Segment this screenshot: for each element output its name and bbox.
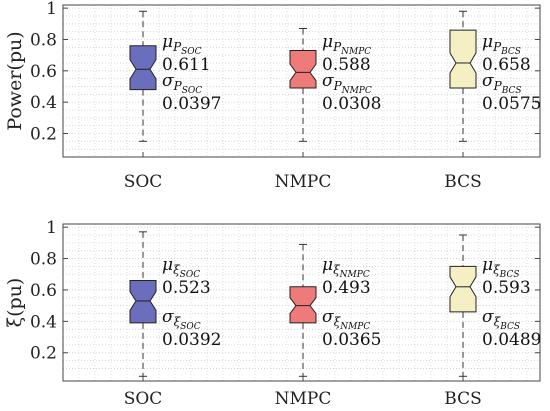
mu-value: 0.523 [162,278,211,298]
chart-panel-2: 0.20.40.60.81ξ(pu)SOC NMPC BCSμξSOC0.523σξ… [4,218,541,409]
mu-value: 0.588 [322,55,371,75]
notched-box [129,45,157,91]
greek-symbol: σ [482,71,494,91]
y-axis-label: ξ(pu) [4,278,26,328]
mu-value: 0.493 [322,278,371,298]
greek-symbol: σ [482,307,494,327]
y-tick-label: 0.8 [30,250,57,270]
sigma-value: 0.0489 [482,330,541,350]
axes-frame [62,4,541,158]
subscript: P [173,79,183,93]
greek-symbol: μ [162,255,173,275]
subscript: P [332,40,342,54]
sub-subscript: BCS [501,86,522,96]
mu-label: μPSOC [162,32,202,57]
sub-subscript: NMPC [341,86,372,96]
mu-value: 0.593 [482,278,531,298]
subscript: P [333,79,343,93]
mu-label: μPBCS [482,32,521,57]
greek-symbol: μ [322,32,333,52]
mu-label: μξNMPC [322,255,370,280]
y-tick-label: 0.2 [30,124,57,144]
notched-box [289,286,317,324]
category-label: NMPC [275,172,332,192]
subscript: P [493,79,503,93]
mu-value: 0.658 [482,55,531,75]
category-label: BCS [444,389,481,409]
mu-label: μξBCS [482,255,520,280]
category-label: SOC [124,389,163,409]
sigma-value: 0.0308 [322,94,381,114]
y-tick-label: 0.4 [30,312,57,332]
greek-symbol: μ [482,32,493,52]
axes-frame [62,223,541,382]
subscript: ξ [173,263,181,277]
greek-symbol: σ [322,307,334,327]
subscript: P [492,40,502,54]
greek-symbol: μ [322,255,333,275]
subscript: ξ [333,263,341,277]
sigma-value: 0.0397 [162,94,221,114]
sigma-label: σPNMPC [322,71,372,96]
greek-symbol: σ [322,71,334,91]
sub-subscript: SOC [181,47,202,57]
subscript: P [172,40,182,54]
subscript: ξ [493,263,501,277]
sub-subscript: NMPC [339,270,370,280]
notched-box [129,280,157,324]
greek-symbol: μ [162,32,173,52]
sigma-value: 0.0365 [322,330,381,350]
sub-subscript: BCS [499,322,520,332]
sub-subscript: NMPC [340,47,371,57]
y-tick-label: 1 [46,0,57,19]
category-label: BCS [444,172,481,192]
notched-box [449,265,477,313]
sub-subscript: BCS [499,270,520,280]
y-tick-label: 0.4 [30,93,57,113]
y-tick-label: 0.8 [30,30,57,50]
sub-subscript: SOC [180,270,201,280]
sigma-label: σPBCS [482,71,522,96]
greek-symbol: σ [162,307,174,327]
greek-symbol: σ [162,71,174,91]
sigma-label: σPSOC [162,71,202,96]
sigma-label: σξSOC [162,307,201,332]
y-tick-label: 0.6 [30,62,57,82]
y-tick-label: 0.2 [30,344,57,364]
category-label: SOC [124,172,163,192]
y-tick-label: 1 [46,218,57,238]
sub-subscript: NMPC [339,322,370,332]
notched-box [449,29,477,89]
subscript: ξ [334,315,342,329]
sub-subscript: SOC [182,86,203,96]
sub-subscript: BCS [500,47,521,57]
y-axis-label: Power(pu) [4,31,26,130]
sigma-value: 0.0392 [162,330,221,350]
category-label: NMPC [275,389,332,409]
notched-box [289,49,317,89]
greek-symbol: μ [482,255,493,275]
subscript: ξ [494,315,502,329]
mu-value: 0.611 [162,55,211,75]
y-tick-label: 0.6 [30,281,57,301]
subscript: ξ [174,315,182,329]
sigma-value: 0.0575 [482,94,541,114]
sub-subscript: SOC [180,322,201,332]
mu-label: μPNMPC [322,32,371,57]
sigma-label: σξNMPC [322,307,370,332]
mu-label: μξSOC [162,255,200,280]
sigma-label: σξBCS [482,307,520,332]
